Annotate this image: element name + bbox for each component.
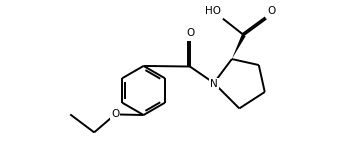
Polygon shape (232, 34, 246, 59)
Text: HO: HO (206, 6, 221, 16)
Text: N: N (210, 79, 218, 89)
Text: O: O (111, 109, 119, 119)
Text: O: O (268, 6, 276, 16)
Text: O: O (187, 28, 195, 37)
